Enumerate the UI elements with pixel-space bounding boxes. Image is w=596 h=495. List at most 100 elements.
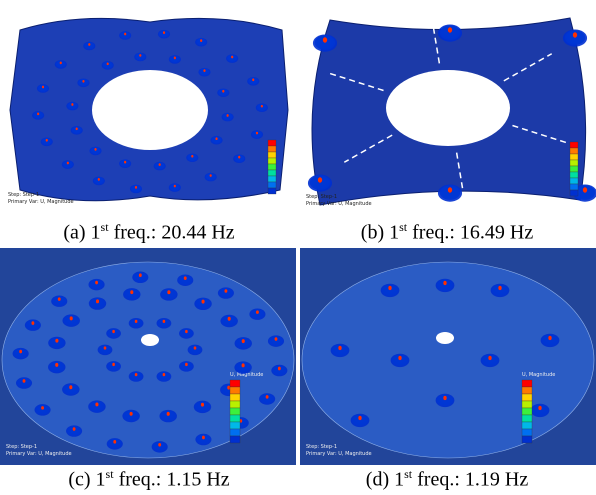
peak	[194, 401, 211, 413]
peak	[259, 393, 275, 404]
panel-d: U, Magnitude Step: Step-1 Primary Var: U…	[300, 248, 596, 465]
peak-tip	[573, 32, 577, 37]
peak	[391, 354, 410, 367]
peak	[195, 434, 211, 445]
peak	[102, 61, 114, 70]
legend-swatch	[570, 142, 578, 148]
peak	[107, 438, 123, 449]
peak	[205, 173, 217, 182]
peak-tip	[107, 62, 109, 65]
peak-tip	[124, 161, 126, 164]
peak-tip	[70, 316, 73, 320]
peak-tip	[98, 178, 100, 181]
peak	[122, 410, 139, 422]
peak-tip	[95, 281, 98, 285]
legend-title: U, Magnitude	[522, 372, 555, 378]
peak-tip	[135, 320, 138, 323]
peak	[62, 314, 79, 326]
peak-tip	[202, 436, 205, 440]
peak-tip	[42, 86, 44, 89]
peak	[251, 130, 263, 139]
peak	[130, 185, 142, 194]
info: Step: Step-1	[8, 192, 39, 198]
legend-swatch	[522, 415, 532, 422]
peak-tip	[159, 163, 161, 166]
peak	[235, 337, 252, 349]
peak	[531, 404, 550, 417]
peak-tip	[167, 290, 170, 294]
peak	[83, 42, 95, 51]
peak-tip	[261, 105, 263, 108]
legend-swatch	[522, 436, 532, 443]
peak	[179, 361, 194, 372]
peak	[62, 160, 74, 169]
peak	[106, 328, 121, 339]
peak	[98, 345, 113, 356]
legend-swatch	[230, 429, 240, 436]
peak	[48, 361, 65, 373]
legend-swatch	[230, 387, 240, 394]
peak	[169, 55, 181, 64]
peak-tip	[358, 416, 361, 420]
peak	[66, 102, 78, 111]
peak	[234, 361, 251, 373]
hole	[386, 70, 510, 146]
peak-tip	[139, 54, 141, 57]
peak	[123, 288, 140, 300]
peak-tip	[55, 363, 58, 367]
peak-tip	[266, 395, 269, 399]
peak-tip	[398, 356, 401, 360]
peak	[88, 400, 105, 412]
peak	[179, 328, 194, 339]
peak	[89, 147, 101, 156]
legend-swatch	[570, 172, 578, 178]
peak-tip	[73, 427, 76, 431]
peak-tip	[256, 310, 259, 314]
caption-text: freq.: 20.44 Hz	[114, 222, 235, 244]
peak-tip	[538, 406, 541, 410]
caption-text: (b) 1	[361, 222, 399, 244]
peak-tip	[318, 177, 322, 182]
peak	[16, 377, 32, 388]
peak-tip	[448, 27, 452, 32]
peak	[438, 24, 462, 41]
peak-tip	[135, 186, 137, 189]
peak	[249, 308, 265, 319]
peak-tip	[158, 443, 161, 447]
peak-tip	[69, 385, 72, 389]
info: Primary Var: U, Magnitude	[306, 451, 372, 457]
peak-tip	[41, 406, 44, 410]
peak	[271, 365, 287, 376]
peak-tip	[112, 363, 115, 366]
peak-tip	[231, 56, 233, 59]
legend-swatch	[570, 190, 578, 196]
peak-tip	[224, 289, 227, 293]
peak-tip	[88, 43, 90, 46]
peak	[308, 174, 332, 191]
peak-tip	[448, 187, 452, 192]
peak	[106, 361, 121, 372]
peak-tip	[338, 346, 341, 350]
peak	[71, 126, 83, 135]
legend-swatch	[230, 422, 240, 429]
info: Primary Var: U, Magnitude	[6, 451, 72, 457]
peak	[211, 136, 223, 145]
peak	[186, 153, 198, 162]
peak-tip	[191, 155, 193, 158]
peak	[89, 297, 106, 309]
peak-tip	[96, 299, 99, 303]
peak	[217, 88, 229, 97]
peak	[331, 344, 350, 357]
peak	[247, 77, 259, 86]
peak-tip	[82, 80, 84, 83]
legend-swatch	[522, 429, 532, 436]
peak	[48, 337, 65, 349]
legend-swatch	[570, 166, 578, 172]
peak	[481, 354, 500, 367]
peak	[154, 162, 166, 171]
peak-tip	[498, 286, 501, 290]
peak-tip	[222, 90, 224, 93]
hole	[436, 332, 454, 344]
caption-text: (d) 1	[366, 469, 404, 491]
